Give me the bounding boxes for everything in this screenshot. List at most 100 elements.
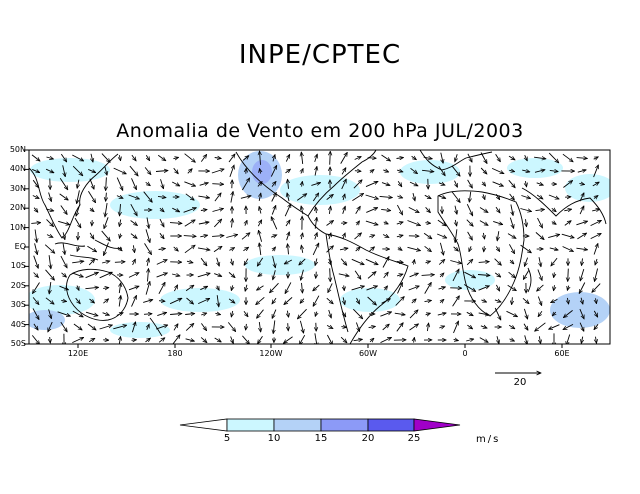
wind-vector-arrow [411,156,417,159]
wind-vector-arrow [99,271,113,279]
wind-vector-arrow [72,165,83,176]
wind-vector-arrow [551,298,558,304]
wind-vector-arrow [89,178,94,190]
wind-vector-arrow [508,271,516,278]
wind-vector-arrow [231,310,232,317]
wind-vector-arrow [200,154,206,162]
wind-vector-arrow [131,340,137,341]
wind-vector-arrow [246,323,247,330]
wind-vector-arrow [231,336,234,344]
wind-vector-arrow [231,258,233,265]
axis-ticks [24,149,563,348]
wind-vector-arrow [88,259,95,266]
wind-vector-arrow [257,220,261,227]
colorbar-label-10: 10 [267,433,281,444]
wind-vector-arrow [548,152,559,163]
wind-vector-arrow [171,274,180,276]
wind-vector-arrow [326,221,334,226]
wind-vector-arrow [106,192,107,202]
lon-label-0: 0 [462,349,468,358]
wind-vector-arrow [496,246,499,252]
wind-vector-arrow [438,259,445,265]
wind-vector-arrow [145,338,151,343]
wind-vector-arrow [451,165,460,176]
wind-vector-arrow [525,155,528,161]
wind-vector-arrow [200,235,207,237]
wind-vector-arrow [133,259,136,266]
wind-vector-arrow [287,310,288,318]
wind-vector-arrow [89,232,94,239]
wind-vector-arrow [438,183,445,185]
wind-vector-arrow [369,247,375,252]
wind-vector-arrow [397,181,402,186]
wind-vector-arrow [594,196,598,199]
wind-vector-arrow [466,204,474,216]
wind-vector-arrow [145,182,151,185]
wind-vector-arrow [552,312,555,316]
wind-vector-arrow [104,242,109,256]
wind-vector-arrow [396,170,403,172]
wind-vector-arrow [413,192,415,201]
wind-vector-arrow [183,236,196,237]
wind-vector-arrow [539,336,540,343]
coast-asia [29,153,119,239]
wind-vector-arrow [450,260,461,264]
wind-vector-arrow [536,183,544,185]
lat-label-50s: 50S [10,339,26,348]
wind-vector-arrow [330,151,331,165]
wind-vector-arrow [409,310,418,319]
lon-label-60w: 60W [358,349,378,358]
wind-vector-arrow [88,168,96,172]
wind-vector-arrow [549,248,558,250]
wind-vector-arrow [455,219,456,226]
lat-label-30n: 30N [9,184,26,193]
colorbar-label-25: 25 [407,433,421,444]
wind-vector-arrow [145,229,150,242]
wind-vector-arrow [509,339,515,342]
wind-vector-arrow [508,179,515,188]
wind-vector-arrow [186,261,193,263]
wind-vector-arrow [257,257,264,266]
wind-vector-arrow [146,155,149,160]
wind-vector-arrow [114,262,125,263]
wind-vector-arrow [508,324,515,329]
wind-vector-arrow [302,282,303,293]
wind-vector-arrow [483,232,484,239]
wind-vector-arrow [60,321,67,332]
wind-vector-arrow [381,299,391,304]
wind-vector-arrow [185,193,194,200]
wind-vector-arrow [273,247,276,251]
wind-vector-arrow [287,232,290,241]
wind-vector-arrow [173,167,179,174]
wind-vector-arrow [271,181,276,187]
wind-vector-arrow [508,155,515,160]
wind-vector-arrow [467,153,473,162]
wind-vector-arrow [45,269,55,280]
wind-vector-arrow [128,194,140,199]
wind-vector-arrow [327,334,332,344]
wind-vector-arrow [48,309,52,318]
wind-vector-arrow [88,191,95,202]
wind-vector-arrow [525,335,528,344]
wind-vector-arrow [355,247,361,252]
wind-vector-arrow [74,217,81,228]
wind-vector-arrow [480,326,487,328]
wind-vector-arrow [271,309,277,319]
wind-vector-arrow [187,169,192,174]
wind-vector-arrow [57,311,71,316]
wind-vector-arrow [424,194,431,198]
wind-vector-arrow [72,154,83,161]
wind-vector-arrow [33,272,39,278]
wind-vector-arrow [185,314,195,315]
wind-vector-arrow [169,223,182,224]
wind-vector-arrow [241,233,250,240]
map-title: Anomalia de Vento em 200 hPa JUL/2003 [116,120,524,142]
lat-label-50n: 50N [9,145,26,154]
wind-vector-arrow [582,258,583,265]
wind-vector-arrow [343,297,345,304]
wind-vector-arrow [157,196,166,197]
wind-vector-arrow [411,299,416,304]
wind-vector-arrow [366,208,377,213]
wind-vector-arrow [594,268,599,282]
